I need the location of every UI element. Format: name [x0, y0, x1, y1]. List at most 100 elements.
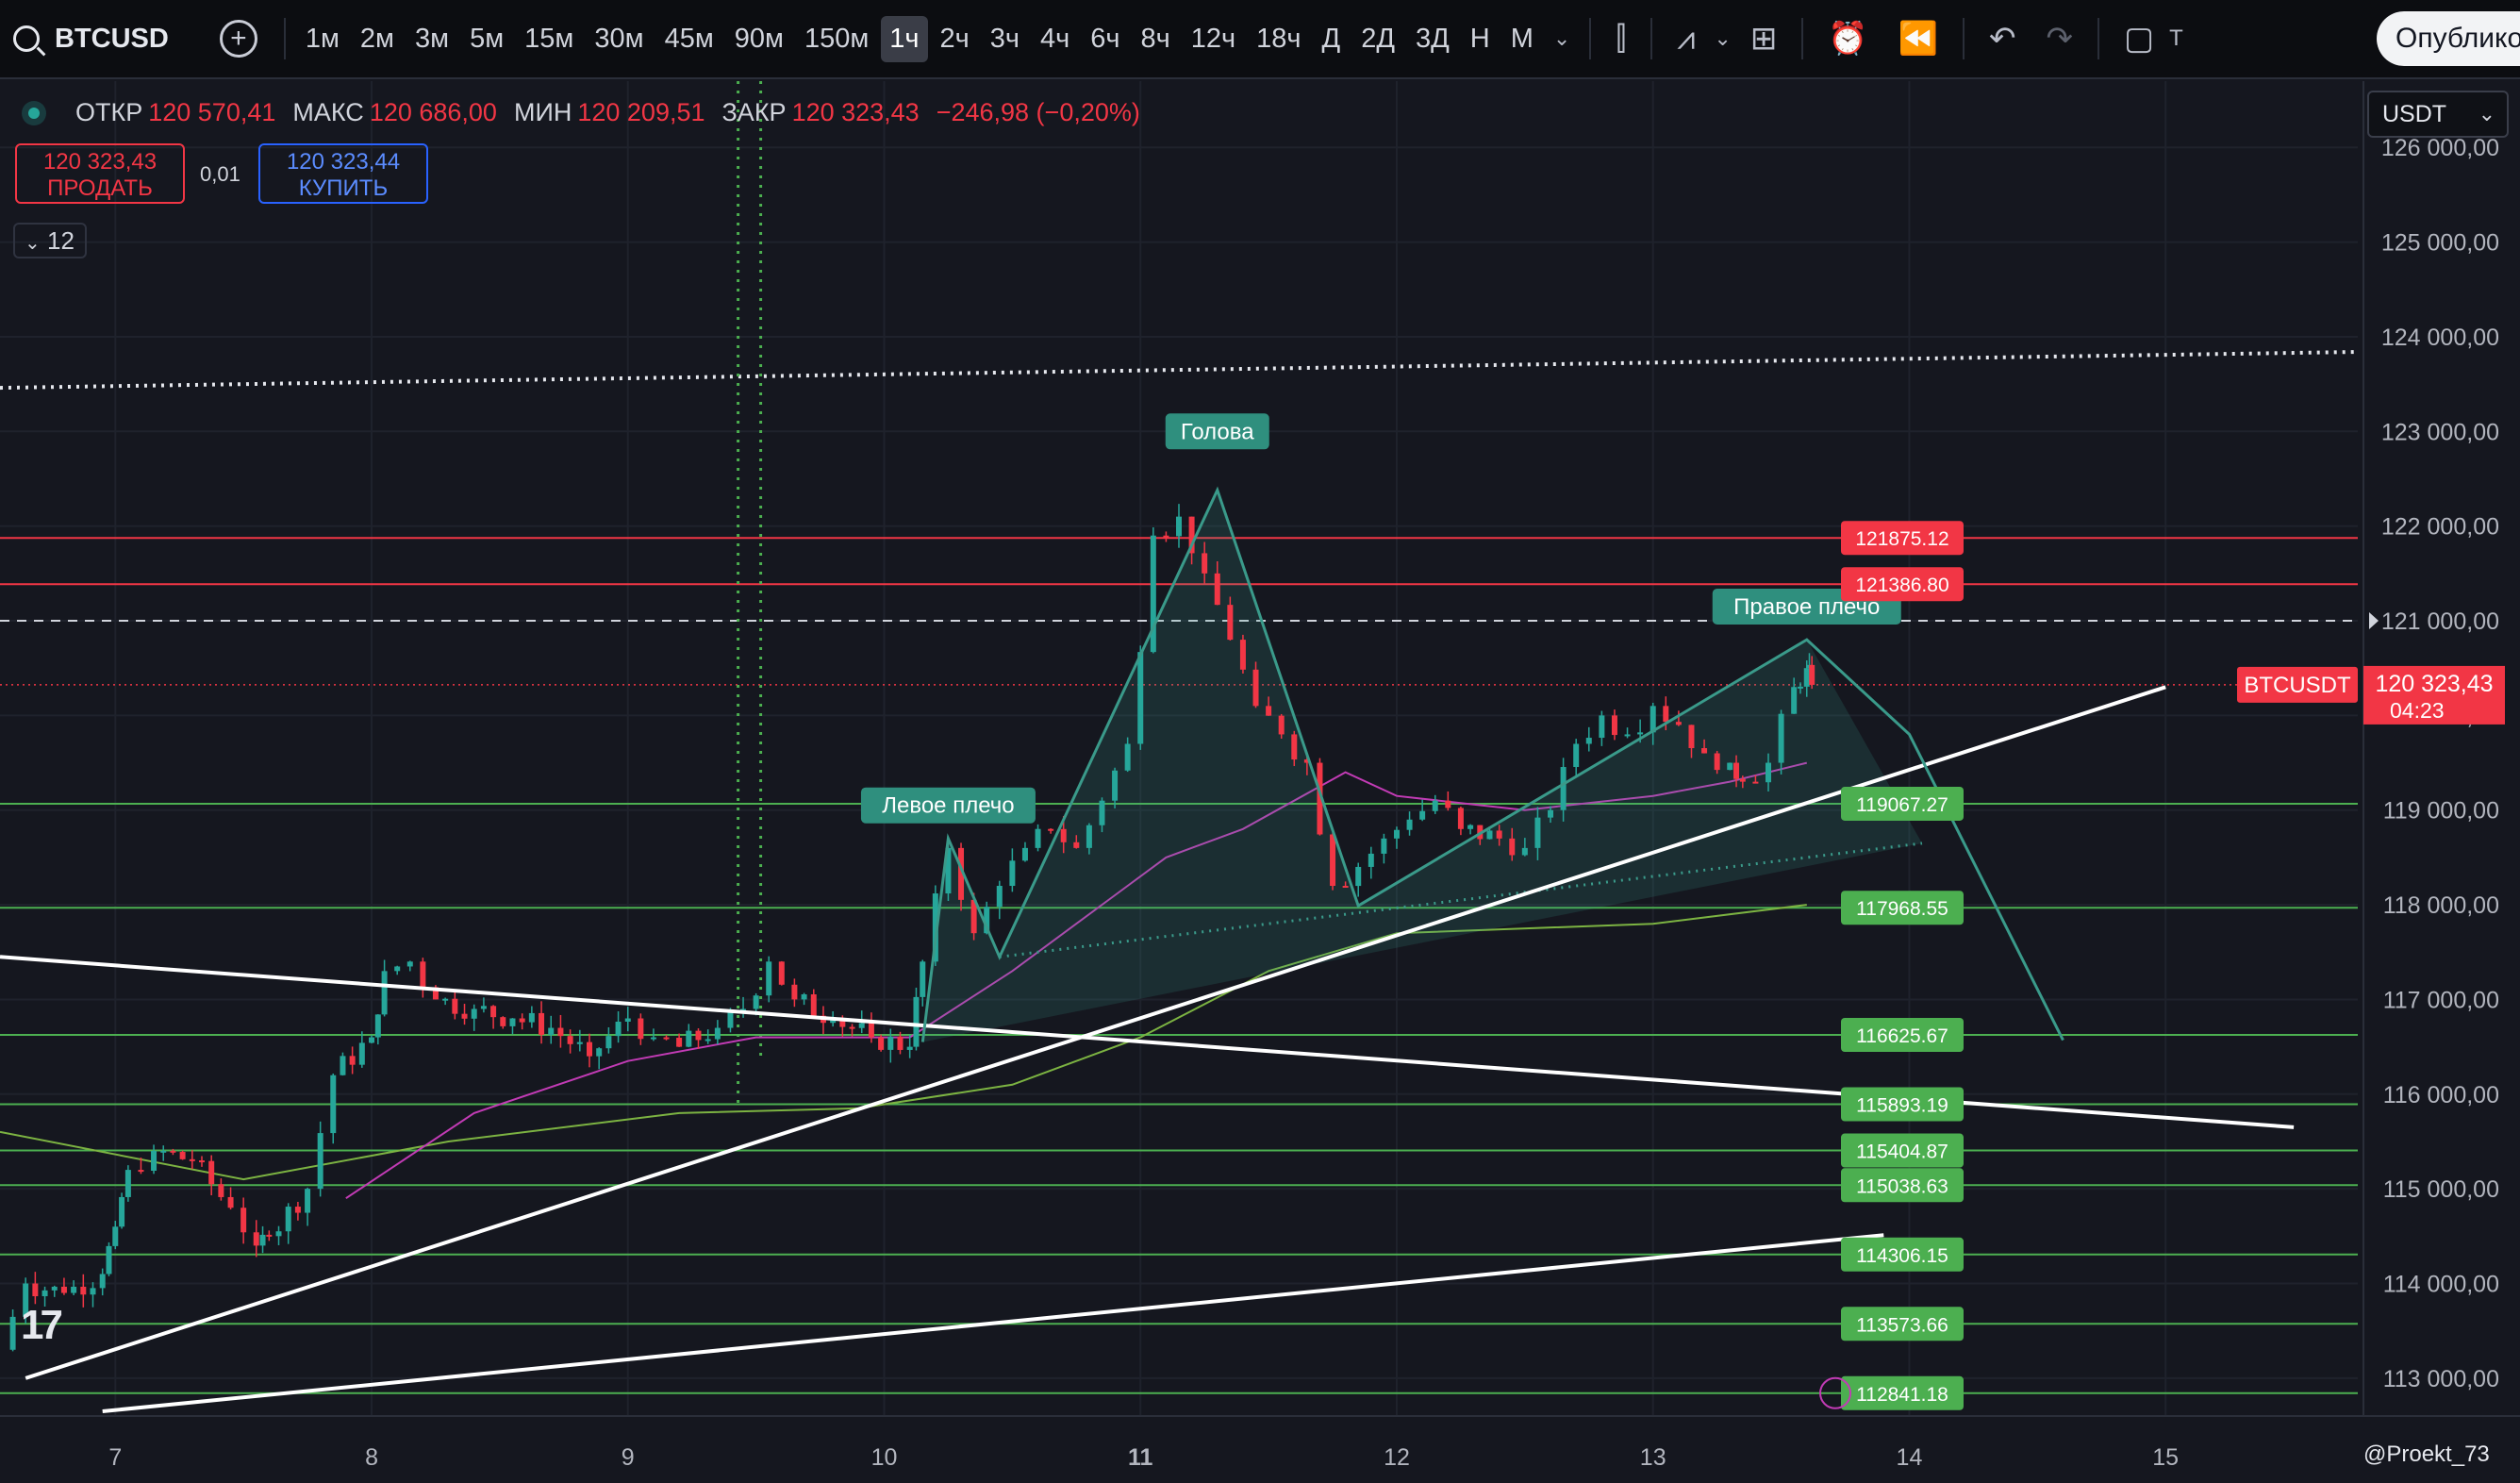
timeframe-button[interactable]: 8ч [1140, 23, 1170, 54]
candle-body [1150, 535, 1156, 653]
candle-body [9, 1316, 16, 1350]
timeframe-button[interactable]: 3м [415, 23, 450, 54]
toolbar-letter: Т [2169, 25, 2183, 51]
candle-body [471, 1008, 477, 1019]
price-tick-label: 119 000,00 [2383, 798, 2499, 825]
price-tick-label: 118 000,00 [2383, 892, 2499, 919]
timeframe-button[interactable]: 6ч [1090, 23, 1120, 54]
candle-body [80, 1286, 87, 1295]
candle-body [349, 1056, 356, 1065]
indicators-icon[interactable]: ⩘ [1677, 21, 1696, 57]
candle-body [124, 1170, 131, 1197]
timeframe-button[interactable]: 150м [804, 23, 870, 54]
candle-body [778, 961, 785, 985]
chevron-down-icon[interactable]: ⌄ [1552, 26, 1571, 50]
symbol-search-button[interactable]: BTCUSD [0, 24, 182, 55]
candle-body [369, 1037, 375, 1043]
candle-body [1048, 828, 1054, 831]
timeframe-button[interactable]: Н [1469, 23, 1490, 54]
time-axis-bg [0, 1416, 2520, 1483]
candle-body [567, 1036, 573, 1044]
support-level-badge-text: 116625.67 [1856, 1025, 1948, 1047]
timeframe-button[interactable]: 4ч [1040, 23, 1070, 54]
candle-body [480, 1006, 487, 1009]
price-axis-bg [2363, 81, 2520, 1483]
timeframe-list: 1м 2м 3м 5м 15м 30м 45м 90м 150м 1ч 2ч 3ч 4ч 6ч 8ч 12ч 1… [295, 15, 1544, 62]
candle-body [1778, 713, 1784, 763]
candle-body [1099, 800, 1105, 825]
support-level-badge [1841, 1018, 1964, 1053]
timeframe-button[interactable]: 3Д [1415, 23, 1450, 54]
support-level-badge-text: 112841.18 [1856, 1384, 1948, 1406]
alert-icon[interactable]: ⏰ [1828, 21, 1868, 57]
candle-body [1739, 778, 1746, 782]
candle-body [753, 995, 759, 1009]
timeframe-button[interactable]: 1м [305, 23, 340, 54]
undo-icon[interactable]: ↶ [1989, 21, 2016, 57]
candle-body [218, 1184, 224, 1197]
timeframe-button[interactable]: 12ч [1190, 23, 1236, 54]
redo-icon[interactable]: ↷ [2046, 21, 2074, 57]
add-symbol-icon[interactable]: + [219, 20, 257, 58]
candle-body [1663, 706, 1669, 723]
low-label: МИН [513, 98, 572, 126]
timeframe-button[interactable]: 45м [664, 23, 714, 54]
fullscreen-icon[interactable]: ▢ [2124, 21, 2155, 57]
candle-body [714, 1027, 721, 1040]
candle-body [1496, 830, 1502, 839]
candle-body [1291, 734, 1298, 760]
candle-body [528, 1012, 535, 1023]
candle-body [99, 1274, 106, 1289]
toolbar-divider [1801, 18, 1804, 59]
candle-body [253, 1232, 259, 1246]
sell-button[interactable]: 120 323,43 ПРОДАТЬ [15, 143, 185, 204]
buy-button[interactable]: 120 323,44 КУПИТЬ [258, 143, 428, 204]
timeframe-button[interactable]: М [1510, 23, 1534, 54]
candle-body [868, 1023, 874, 1038]
candle-body [32, 1283, 39, 1297]
price-tick-label: 121 000,00 [2381, 608, 2499, 635]
timeframe-button[interactable]: 15м [524, 23, 574, 54]
publish-button[interactable]: Опублико [2377, 11, 2520, 66]
replay-icon[interactable]: ⏪ [1898, 21, 1939, 57]
price-tick-label: 126 000,00 [2381, 135, 2499, 161]
timeframe-button[interactable]: 30м [594, 23, 644, 54]
currency-select[interactable]: USDT ⌄ [2367, 91, 2509, 138]
play-marker-icon [2369, 612, 2379, 630]
timeframe-button[interactable]: 5м [470, 23, 505, 54]
candle-body [958, 847, 965, 900]
candle-body [1650, 706, 1656, 733]
pattern-label-bg [860, 787, 1036, 824]
candle-body [500, 1017, 506, 1026]
timeframe-button[interactable]: 18ч [1256, 23, 1301, 54]
price-badge [2363, 665, 2505, 725]
timeframe-button[interactable]: 2ч [939, 23, 970, 54]
timeframe-button[interactable]: 3ч [989, 23, 1020, 54]
timeframe-button[interactable]: 90м [734, 23, 784, 54]
buy-price: 120 323,44 [286, 149, 401, 175]
candle-body [452, 998, 458, 1014]
chevron-down-icon[interactable]: ⌄ [1714, 26, 1732, 50]
candle-body [1432, 800, 1438, 811]
time-tick-label: 13 [1640, 1444, 1666, 1471]
candles-icon[interactable]: ⫿ [1616, 21, 1627, 57]
timeframe-button[interactable]: Д [1321, 23, 1341, 54]
timeframe-button[interactable]: 1ч [881, 15, 928, 62]
candle-body [1227, 605, 1234, 641]
candle-body [705, 1039, 711, 1041]
pattern-label: Голова [1181, 419, 1254, 444]
support-level-badge [1841, 891, 1964, 925]
timeframe-button[interactable]: 2м [359, 23, 394, 54]
head-shoulders-line [920, 486, 2064, 1042]
layouts-icon[interactable]: ⊞ [1749, 21, 1778, 57]
price-tick-label: 117 000,00 [2383, 987, 2499, 1013]
candle-body [1624, 734, 1631, 737]
tradingview-logo: 17 [21, 1302, 63, 1348]
timeframe-button[interactable]: 2Д [1361, 23, 1395, 54]
candle-body [858, 1023, 865, 1028]
candle-body [810, 994, 817, 1016]
collapse-indicators-button[interactable]: ⌄ 12 [13, 223, 87, 258]
candle-body [1803, 668, 1810, 687]
candle-body [766, 961, 772, 996]
